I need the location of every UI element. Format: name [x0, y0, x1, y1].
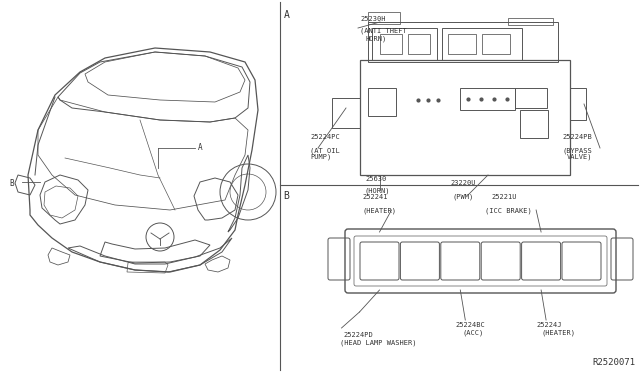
Text: A: A — [198, 144, 203, 153]
Text: (ICC BRAKE): (ICC BRAKE) — [485, 207, 532, 214]
Text: HORN): HORN) — [366, 35, 387, 42]
Bar — [482, 34, 510, 54]
Text: 25230H: 25230H — [360, 16, 385, 22]
Text: (HEATER): (HEATER) — [362, 207, 396, 214]
Text: 25224PD: 25224PD — [343, 332, 372, 338]
Text: 25630: 25630 — [365, 176, 387, 182]
Bar — [380, 34, 402, 54]
Text: (ANTI THEFT: (ANTI THEFT — [360, 28, 407, 35]
Text: 25224BC: 25224BC — [455, 322, 485, 328]
Bar — [508, 18, 553, 25]
Text: 25224PC: 25224PC — [310, 134, 340, 140]
Text: VALVE): VALVE) — [566, 153, 592, 160]
Bar — [520, 110, 548, 138]
Text: B: B — [284, 191, 289, 201]
Text: 23220U: 23220U — [450, 180, 476, 186]
Bar — [570, 88, 586, 120]
Text: 25221U: 25221U — [492, 194, 516, 200]
Text: 25224J: 25224J — [536, 322, 562, 328]
Text: 252241: 252241 — [362, 194, 387, 200]
Text: (BYPASS: (BYPASS — [563, 147, 592, 154]
Bar — [360, 60, 570, 175]
Bar — [448, 34, 476, 54]
Bar — [332, 98, 360, 128]
Text: (AT OIL: (AT OIL — [310, 147, 340, 154]
Bar — [515, 88, 547, 108]
Bar — [460, 88, 515, 110]
Bar — [372, 28, 437, 60]
Text: B: B — [10, 179, 14, 187]
Bar — [442, 28, 522, 60]
Text: (PWM): (PWM) — [453, 193, 474, 199]
Bar — [408, 34, 430, 54]
Text: 25224PB: 25224PB — [563, 134, 592, 140]
Bar — [368, 88, 396, 116]
Bar — [368, 12, 400, 24]
Text: R2520071: R2520071 — [592, 358, 635, 367]
Text: A: A — [284, 10, 289, 20]
Bar — [368, 22, 558, 62]
Text: PUMP): PUMP) — [310, 153, 332, 160]
Text: (ACC): (ACC) — [462, 329, 484, 336]
Text: (HEAD LAMP WASHER): (HEAD LAMP WASHER) — [340, 339, 417, 346]
Text: (HORN): (HORN) — [365, 188, 390, 195]
Text: (HEATER): (HEATER) — [541, 329, 575, 336]
